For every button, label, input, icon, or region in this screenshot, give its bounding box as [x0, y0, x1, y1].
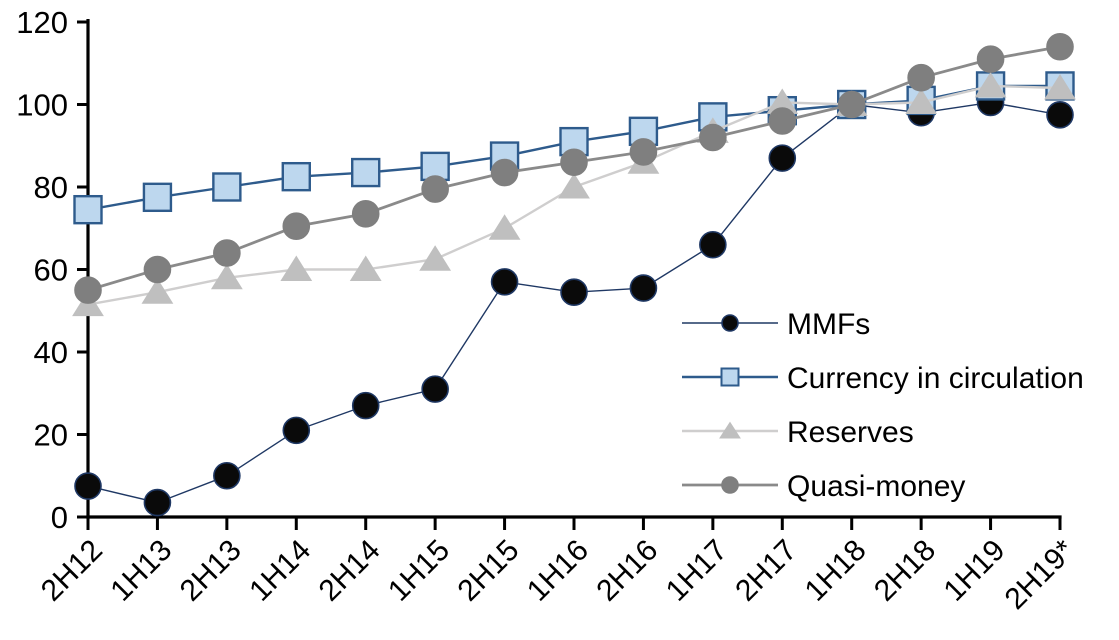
legend-item-quasi-money: Quasi-money — [682, 470, 965, 503]
data-point-marker — [141, 278, 174, 304]
data-point-marker — [629, 138, 658, 166]
data-point-marker — [73, 194, 103, 225]
data-point-marker — [974, 71, 1007, 98]
data-point-marker — [560, 148, 588, 177]
data-point-marker — [1046, 32, 1074, 61]
data-point-marker — [490, 268, 519, 296]
data-point-marker — [143, 255, 172, 284]
legend-label: Currency in circulation — [787, 362, 1084, 395]
data-point-marker — [628, 116, 659, 147]
data-point-marker — [280, 255, 313, 281]
legend-item-currency-in-circulation: Currency in circulation — [682, 362, 1084, 395]
data-point-marker — [212, 172, 242, 202]
data-point-marker — [74, 276, 102, 304]
legend-label: Reserves — [787, 416, 914, 449]
data-point-marker — [719, 421, 741, 439]
data-point-marker — [351, 157, 381, 188]
legend-label: MMFs — [787, 308, 870, 341]
data-point-marker — [768, 144, 797, 172]
data-point-marker — [351, 391, 380, 420]
data-point-marker — [421, 175, 449, 203]
data-point-marker — [143, 488, 172, 517]
data-point-marker — [558, 173, 590, 199]
y-axis-tick-label: 40 — [34, 335, 68, 370]
data-point-marker — [349, 255, 382, 281]
legend: MMFs Currency in circulation Reserves Quasi… — [682, 308, 1084, 503]
series-quasi-money — [74, 32, 1074, 304]
data-point-marker — [281, 161, 311, 192]
data-point-marker — [720, 367, 740, 387]
data-point-marker — [213, 239, 241, 267]
data-point-marker — [282, 212, 311, 240]
data-point-marker — [1046, 101, 1074, 129]
data-point-marker — [768, 107, 797, 135]
data-point-marker — [699, 123, 727, 152]
data-point-marker — [905, 88, 938, 114]
y-axis-tick-label: 120 — [16, 5, 68, 40]
series-reserves — [72, 71, 1076, 317]
data-point-marker — [837, 90, 866, 119]
data-point-marker — [421, 375, 449, 403]
data-point-marker — [699, 230, 727, 259]
data-point-marker — [210, 263, 243, 290]
y-axis-tick-label: 20 — [34, 418, 68, 453]
data-point-marker — [1044, 74, 1076, 100]
data-point-marker — [282, 416, 311, 445]
data-point-marker — [629, 274, 658, 302]
data-point-marker — [142, 182, 173, 213]
data-point-marker — [490, 158, 519, 187]
data-point-marker — [907, 63, 935, 92]
data-point-marker — [721, 476, 739, 494]
data-point-marker — [721, 314, 739, 332]
y-axis-tick-label: 60 — [34, 253, 68, 288]
data-point-marker — [560, 278, 588, 306]
y-axis-tick-label: 0 — [51, 500, 68, 535]
data-point-marker — [213, 461, 241, 490]
legend-item-reserves: Reserves — [682, 416, 914, 449]
data-point-marker — [351, 200, 380, 228]
data-point-marker — [976, 45, 1005, 73]
data-point-marker — [419, 245, 452, 271]
legend-item-mmfs: MMFs — [682, 308, 870, 341]
y-axis-tick-label: 100 — [16, 88, 68, 123]
data-point-marker — [74, 472, 102, 500]
y-axis-tick-label: 80 — [34, 170, 68, 205]
legend-label: Quasi-money — [787, 470, 965, 503]
data-point-marker — [488, 214, 521, 240]
